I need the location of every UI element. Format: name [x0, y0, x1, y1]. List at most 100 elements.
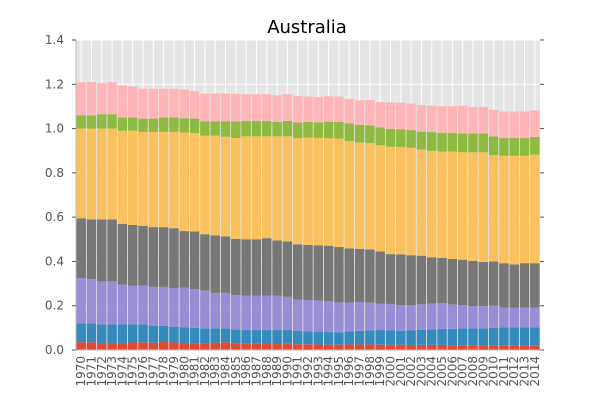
bar-segment [478, 345, 489, 350]
bar-segment [200, 290, 210, 329]
bar-segment [344, 344, 354, 350]
axes [72, 39, 544, 351]
bar-segment [530, 307, 540, 328]
bar-segment [488, 136, 499, 156]
bar-segment [365, 100, 375, 126]
bar-segment [499, 155, 509, 264]
bar-segment [148, 88, 159, 119]
bar-segment [396, 344, 406, 350]
bar-segment [127, 324, 138, 343]
bar-segment [488, 305, 499, 328]
bar-segment [354, 301, 365, 331]
bar-segment [406, 344, 416, 350]
bar-segment [313, 344, 324, 350]
y-tick-label: 0.2 [45, 299, 64, 313]
bar-segment [158, 131, 169, 228]
bar-segment [375, 330, 385, 345]
bar-segment [220, 121, 231, 137]
x-tick-label: 2003 [414, 356, 428, 387]
x-tick-label: 1990 [280, 356, 294, 387]
x-tick-label: 1997 [353, 356, 367, 387]
bar-segment [396, 102, 406, 130]
chart-title: Australia [267, 17, 347, 38]
bar-segment [406, 103, 416, 131]
bar-segment [530, 327, 540, 346]
bar-segment [344, 140, 354, 249]
bar-segment [426, 132, 437, 151]
bar-segment [282, 120, 293, 137]
bar-segment [530, 110, 540, 137]
bar-segment [385, 344, 396, 350]
bar-segment [220, 342, 231, 350]
bar-segment [282, 94, 293, 121]
bar-segment [107, 281, 117, 325]
bar-segment [117, 117, 128, 131]
bar-segment [117, 130, 128, 224]
bar-segment [251, 136, 262, 240]
x-tick-label: 2002 [404, 356, 418, 387]
bar-segment [107, 114, 117, 129]
bar-segment [200, 328, 210, 344]
bar-segment [447, 106, 458, 133]
x-tick-label: 1999 [373, 356, 387, 387]
bar-segment [313, 122, 324, 138]
bar-segment [241, 330, 251, 344]
bar-segment [499, 263, 509, 308]
bar-segment [138, 342, 148, 350]
x-tick-label: 1989 [270, 356, 284, 387]
bar-segment [231, 295, 241, 330]
bar-segment [406, 130, 416, 148]
bar-segment [365, 302, 375, 331]
bar-segment [138, 88, 148, 119]
bar-segment [468, 133, 478, 153]
bar-segment [292, 122, 303, 139]
bar-segment [478, 306, 489, 329]
bar-segment [251, 295, 262, 331]
bar-segment [426, 150, 437, 258]
x-tick-label: 2013 [518, 356, 532, 387]
bar-segment [117, 324, 128, 343]
x-tick-label: 1987 [249, 356, 263, 387]
bar-segment [478, 106, 489, 134]
x-tick-label: 1973 [105, 356, 119, 387]
bar-segment [323, 301, 334, 333]
bar-segment [231, 238, 241, 296]
bar-segment [107, 128, 117, 220]
bar-segment [292, 96, 303, 123]
x-tick-label: 1978 [157, 356, 171, 387]
bar-segment [354, 344, 365, 350]
bar-segment [189, 327, 200, 344]
bar-segment [416, 304, 427, 330]
x-tick-label: 1993 [311, 356, 325, 387]
bar-segment [127, 342, 138, 350]
x-tick-label: 1980 [177, 356, 191, 387]
bar-segment [97, 83, 107, 115]
bar-segment [179, 118, 190, 133]
bar-segment [488, 261, 499, 306]
bar-segment [272, 136, 282, 241]
bar-segment [416, 149, 427, 256]
bar-segment [231, 343, 241, 350]
y-tick-label: 0.0 [45, 343, 64, 357]
bar-segment [334, 344, 344, 350]
bar-segment [241, 295, 251, 331]
bar-segment [220, 328, 231, 343]
bar-segment [272, 240, 282, 296]
bar-segment [416, 255, 427, 305]
x-tick-label: 1971 [84, 356, 98, 387]
bar-segment [292, 330, 303, 345]
bar-segment [138, 285, 148, 325]
bar-segment [488, 155, 499, 262]
bar-segment [210, 121, 220, 136]
bar-segment [519, 345, 530, 350]
bar-segment [365, 330, 375, 345]
bar-segment [313, 96, 324, 123]
bar-segment [251, 120, 262, 137]
x-tick-label: 1988 [260, 356, 274, 387]
bar-segment [158, 286, 169, 326]
y-tick-label: 0.8 [45, 166, 64, 180]
bar-segment [437, 303, 447, 329]
x-tick-label: 1995 [332, 356, 346, 387]
bar-segment [385, 330, 396, 345]
bar-segment [457, 305, 468, 329]
